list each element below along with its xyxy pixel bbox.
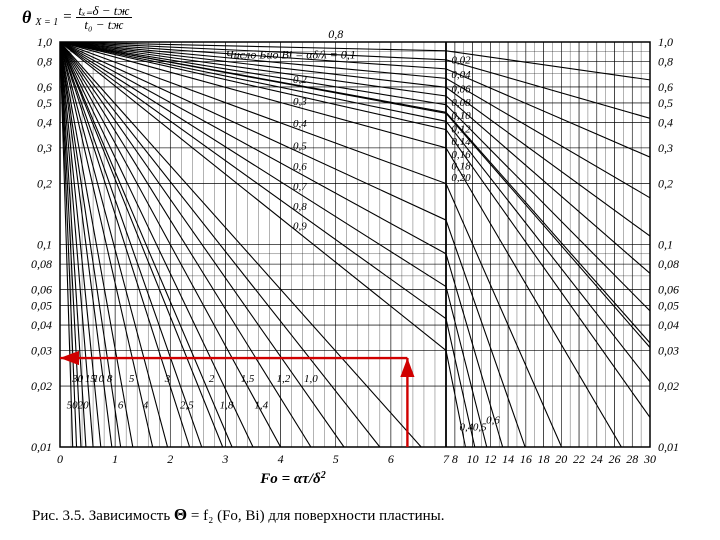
svg-text:1: 1	[112, 452, 118, 466]
svg-text:0,10: 0,10	[451, 110, 471, 122]
svg-text:3: 3	[164, 373, 171, 385]
svg-text:8: 8	[107, 373, 113, 385]
svg-text:0,3: 0,3	[658, 141, 673, 155]
svg-text:0,18: 0,18	[451, 161, 471, 173]
svg-text:20: 20	[78, 399, 90, 411]
svg-text:0,7: 0,7	[293, 181, 307, 193]
svg-text:1,8: 1,8	[220, 399, 234, 411]
svg-text:0,4: 0,4	[293, 118, 307, 130]
svg-text:0,8: 0,8	[37, 55, 52, 69]
svg-text:20: 20	[555, 452, 567, 466]
svg-text:0,4: 0,4	[460, 421, 474, 433]
svg-text:0,08: 0,08	[31, 257, 52, 271]
y-axis-formula: θ X = 1 = tₓ₌δ − tжt₀ − tж	[22, 4, 132, 31]
svg-text:0,06: 0,06	[451, 83, 471, 95]
svg-text:2,5: 2,5	[180, 399, 194, 411]
svg-text:0,2: 0,2	[37, 177, 52, 191]
svg-text:2: 2	[209, 373, 215, 385]
svg-text:0,06: 0,06	[658, 282, 679, 296]
svg-text:0,2: 0,2	[658, 177, 673, 191]
svg-text:0,3: 0,3	[293, 96, 307, 108]
svg-text:0: 0	[57, 452, 63, 466]
svg-text:0,6: 0,6	[658, 80, 673, 94]
svg-text:6: 6	[388, 452, 394, 466]
svg-text:0,8: 0,8	[293, 201, 307, 213]
svg-text:0,05: 0,05	[658, 298, 679, 312]
svg-text:10: 10	[93, 373, 105, 385]
svg-text:18: 18	[538, 452, 550, 466]
svg-text:0,02: 0,02	[31, 379, 52, 393]
svg-text:0,2: 0,2	[293, 74, 307, 86]
svg-text:0,8: 0,8	[658, 55, 673, 69]
svg-text:0,5: 0,5	[473, 421, 487, 433]
svg-text:24: 24	[591, 452, 603, 466]
svg-text:0,02: 0,02	[658, 379, 679, 393]
svg-text:0,4: 0,4	[37, 116, 52, 130]
svg-text:30: 30	[71, 373, 84, 385]
svg-text:2: 2	[167, 452, 173, 466]
svg-text:4: 4	[143, 399, 149, 411]
svg-text:0,1: 0,1	[658, 238, 673, 252]
svg-text:4: 4	[278, 452, 284, 466]
svg-text:30: 30	[643, 452, 656, 466]
svg-text:1,2: 1,2	[276, 373, 290, 385]
svg-text:10: 10	[467, 452, 479, 466]
svg-text:0,04: 0,04	[31, 318, 52, 332]
svg-text:7: 7	[443, 452, 450, 466]
svg-text:0,08: 0,08	[451, 97, 471, 109]
heisler-chart: 0,01 0,01 0,02 0,02 0,03 0,03 0,04 0,04 0,05 0,05…	[0, 0, 720, 498]
svg-text:6: 6	[118, 399, 124, 411]
svg-text:0,05: 0,05	[31, 298, 52, 312]
svg-text:0,4: 0,4	[658, 116, 673, 130]
figure-caption: Рис. 3.5. Зависимость Θ = f₂ (Fo, Bi) дл…	[32, 505, 444, 525]
svg-text:0,01: 0,01	[31, 440, 52, 454]
svg-text:16: 16	[520, 452, 532, 466]
svg-text:0,6: 0,6	[293, 161, 307, 173]
svg-text:Число Био Bi = αδ/λ = 0,1: Число Био Bi = αδ/λ = 0,1	[225, 47, 355, 61]
svg-text:0,6: 0,6	[37, 80, 52, 94]
svg-text:0,16: 0,16	[451, 149, 471, 161]
svg-text:0,04: 0,04	[658, 318, 679, 332]
svg-text:0,12: 0,12	[451, 123, 471, 135]
svg-text:0,9: 0,9	[293, 220, 307, 232]
svg-text:0,5: 0,5	[658, 96, 673, 110]
svg-text:12: 12	[484, 452, 496, 466]
chart-container: { "layout":{ "width":720,"height":540, "…	[0, 0, 720, 540]
svg-text:0,5: 0,5	[293, 140, 307, 152]
svg-text:1,5: 1,5	[241, 373, 255, 385]
svg-text:0,06: 0,06	[31, 282, 52, 296]
svg-text:0,03: 0,03	[658, 343, 679, 357]
svg-text:0,3: 0,3	[37, 141, 52, 155]
svg-text:1,0: 1,0	[658, 35, 673, 49]
svg-text:1,0: 1,0	[37, 35, 52, 49]
svg-text:50: 50	[67, 399, 79, 411]
svg-text:8: 8	[452, 452, 458, 466]
svg-text:28: 28	[626, 452, 638, 466]
svg-text:5: 5	[333, 452, 339, 466]
svg-text:0,01: 0,01	[658, 440, 679, 454]
svg-text:3: 3	[221, 452, 228, 466]
svg-text:1,4: 1,4	[254, 399, 268, 411]
svg-text:0,03: 0,03	[31, 343, 52, 357]
svg-text:0,04: 0,04	[451, 69, 471, 81]
svg-text:0,5: 0,5	[37, 96, 52, 110]
svg-text:5: 5	[129, 373, 135, 385]
svg-text:22: 22	[573, 452, 585, 466]
svg-text:0,8: 0,8	[328, 27, 343, 41]
svg-text:14: 14	[502, 452, 514, 466]
svg-text:0,02: 0,02	[451, 54, 471, 66]
svg-text:1,0: 1,0	[304, 373, 318, 385]
svg-text:0,6: 0,6	[486, 415, 500, 427]
svg-text:0,14: 0,14	[451, 136, 471, 148]
svg-text:0,20: 0,20	[451, 172, 471, 184]
svg-text:0,1: 0,1	[37, 238, 52, 252]
svg-text:26: 26	[609, 452, 621, 466]
svg-text:Fo = ατ/δ2: Fo = ατ/δ2	[259, 470, 325, 488]
svg-text:0,08: 0,08	[658, 257, 679, 271]
